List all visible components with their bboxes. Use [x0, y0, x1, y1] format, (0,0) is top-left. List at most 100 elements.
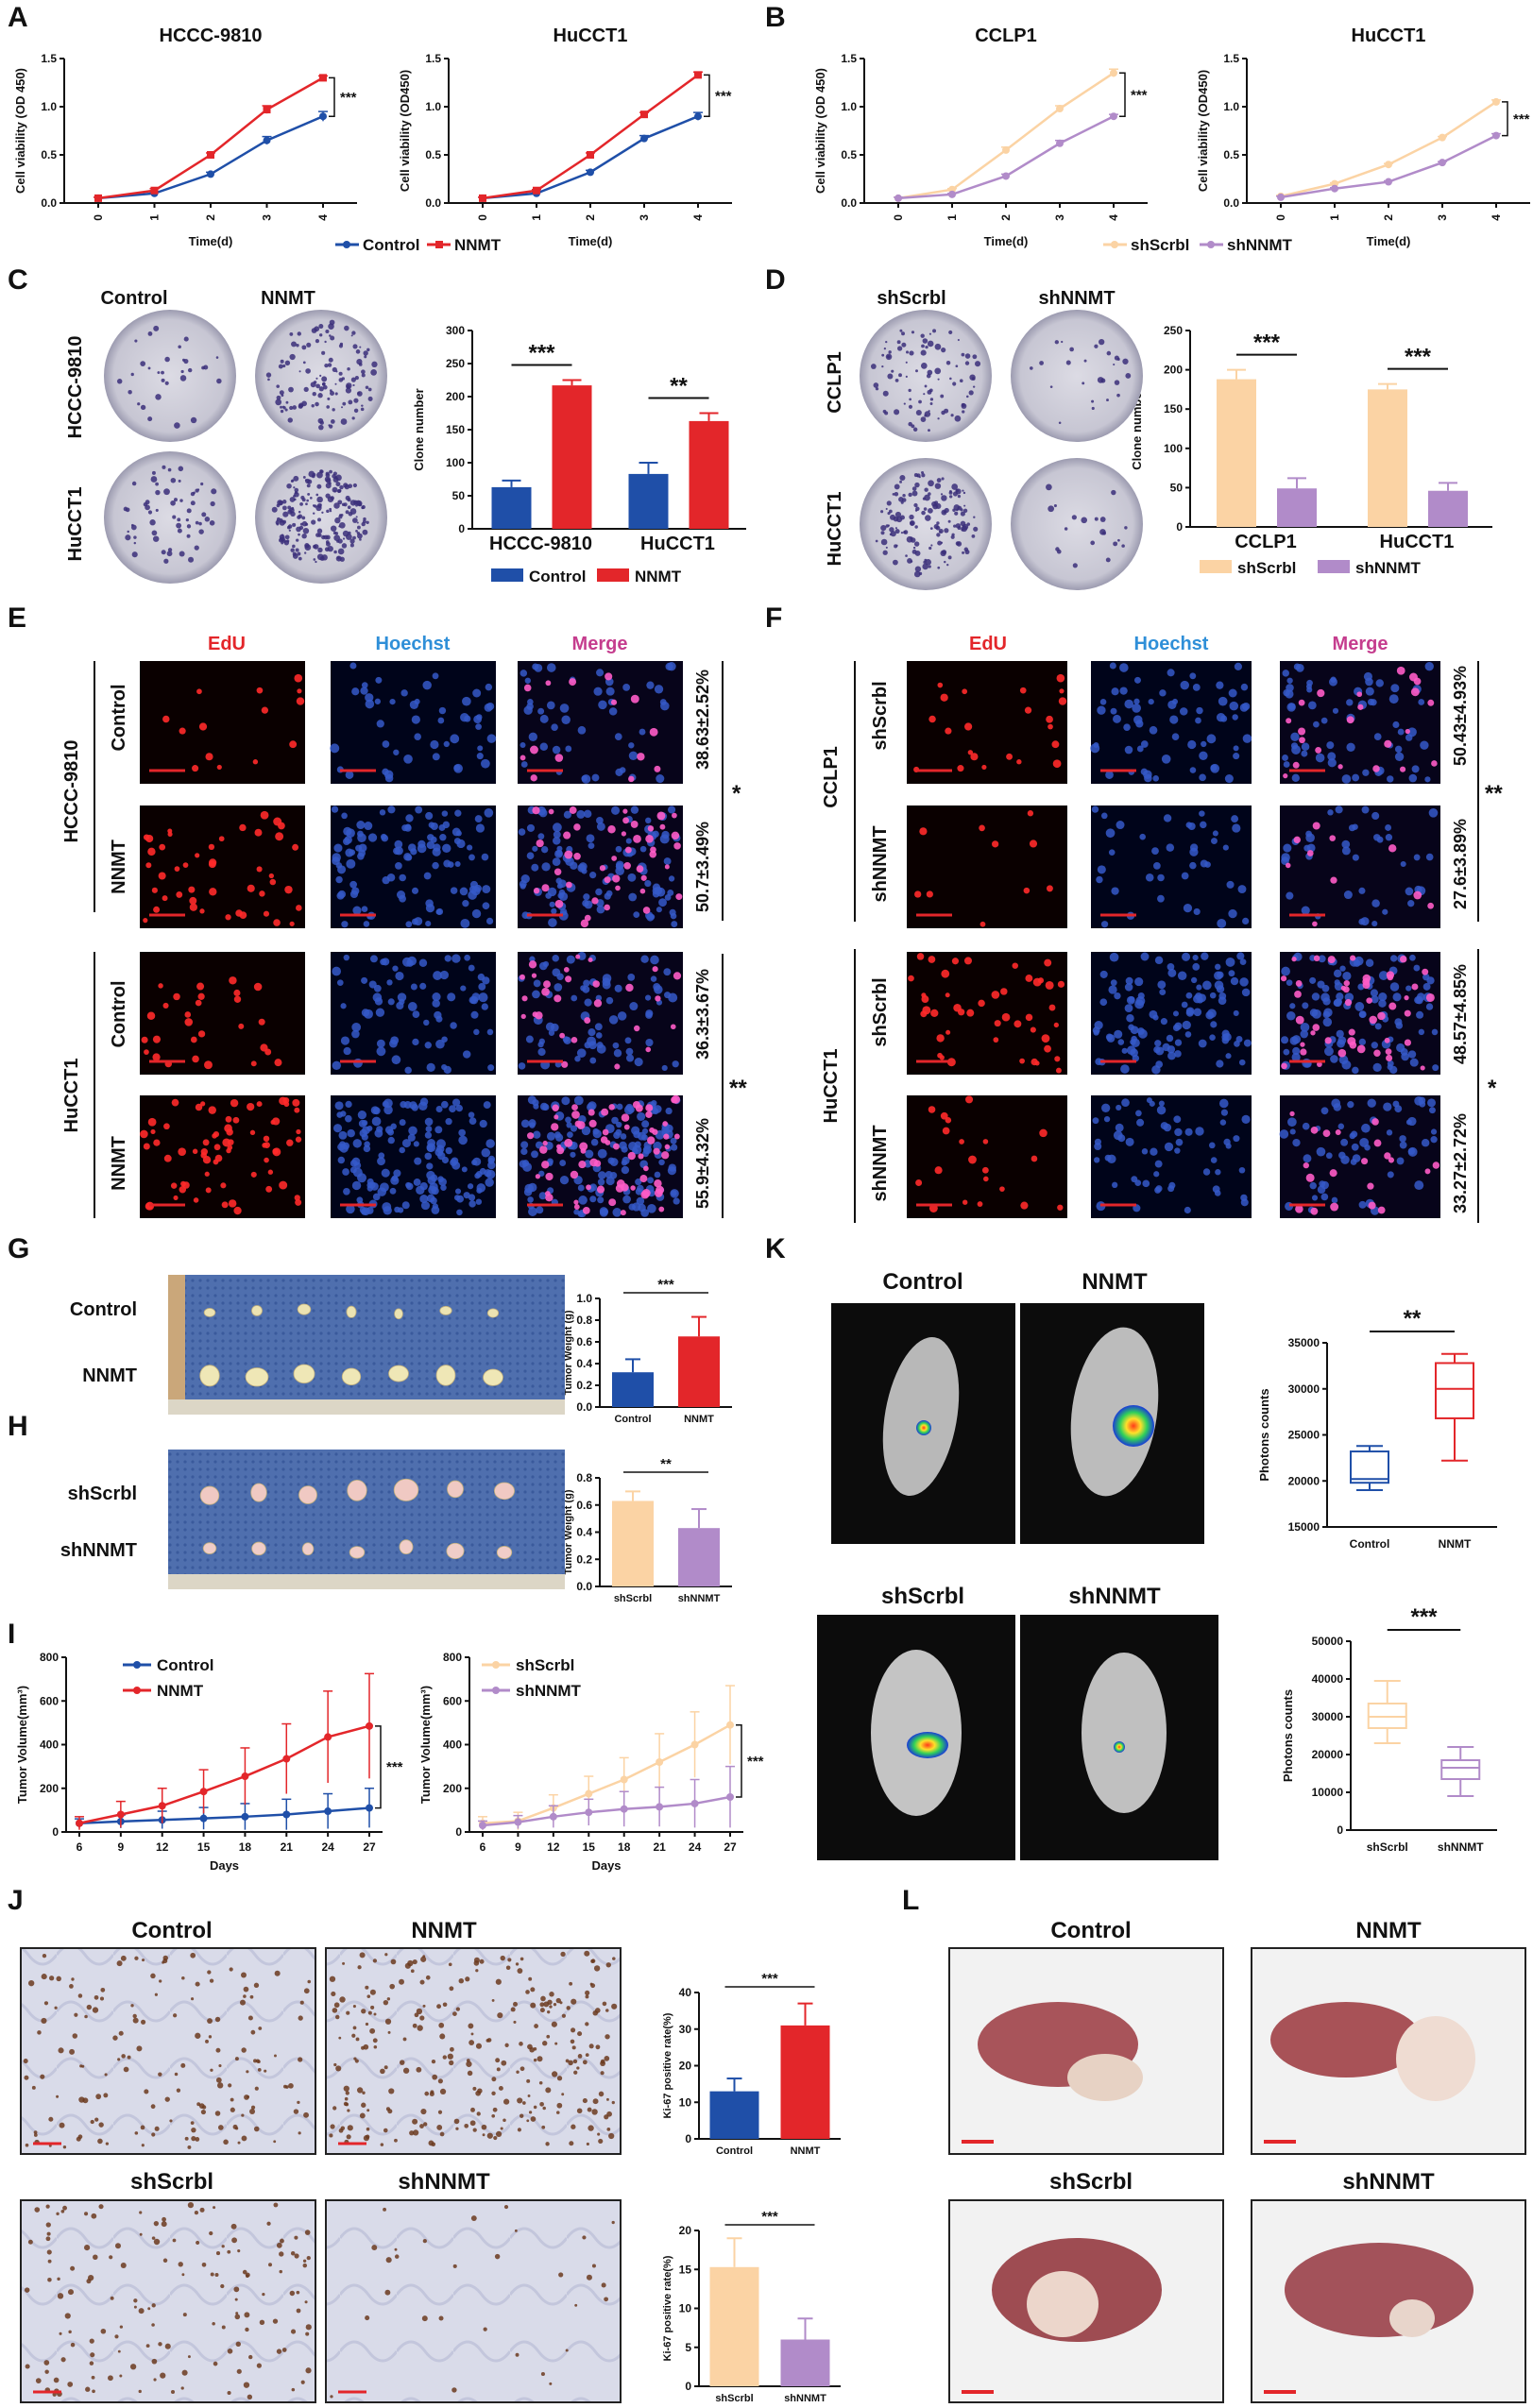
A1-xtick-label-3: 3 [261, 214, 274, 221]
I1-xtick-label-5: 21 [281, 1840, 294, 1854]
I1-xtick-label-1: 9 [118, 1840, 125, 1854]
panel-E-pct-3: 36.3±3.67% [693, 969, 712, 1060]
C-ytick-label-2: 100 [446, 456, 465, 469]
panelF-image-r2-c0 [907, 952, 1067, 1075]
A2-series-1-point-0 [479, 194, 486, 202]
panelF-image-r0-c0 [907, 661, 1067, 784]
panelE-image-r1-c0 [140, 805, 305, 928]
I1-ylabel: Tumor Volume(mm³) [15, 1686, 29, 1804]
I2-xtick-label-4: 18 [618, 1840, 631, 1854]
panel-K-title-control: Control [882, 1269, 962, 1295]
D-ytick-label-5: 250 [1164, 324, 1183, 337]
K1-sig: ** [1404, 1306, 1422, 1331]
panel-C-row-hccc: HCCC-9810 [65, 336, 86, 439]
panelF-image-r1-c2 [1280, 805, 1440, 928]
I1-series-1-line [78, 1724, 370, 1824]
A2-series-0-point-4 [694, 112, 702, 121]
legend-I-nnmt: NNMT [157, 1682, 204, 1700]
panel-G-row-nnmt: NNMT [82, 1365, 137, 1386]
panel-label-B: B [765, 2, 786, 33]
H-ytick-label-2: 0.4 [576, 1526, 592, 1539]
panel-label-D: D [765, 264, 786, 296]
B2-xlabel: Time(d) [1367, 234, 1411, 248]
H-ytick-label-0: 0.0 [576, 1580, 592, 1593]
A2-xtick-label-3: 3 [638, 214, 651, 221]
K1-category-1: NNMT [1439, 1537, 1472, 1551]
J2-ytick-label-4: 20 [679, 2224, 692, 2237]
G-category-0: Control [614, 1414, 651, 1425]
panel-label-J: J [8, 1885, 24, 1916]
panel-F-sig-1: ** [1485, 781, 1503, 806]
K2-category-0: shScrbl [1367, 1840, 1408, 1854]
A2-ytick-label-2: 1.0 [425, 100, 441, 113]
I2-ylabel: Tumor Volume(mm³) [418, 1686, 433, 1804]
A2-ytick-label-3: 1.5 [425, 52, 441, 65]
B2-ytick-label-1: 0.5 [1223, 148, 1239, 161]
panel-E-sig-1: * [732, 781, 741, 806]
B1-series-1-point-1 [948, 190, 956, 198]
panel-D-col-shscrbl: shScrbl [877, 288, 945, 309]
D-ytick-label-2: 100 [1164, 442, 1183, 455]
panel-C-row-hucct1: HuCCT1 [65, 487, 86, 562]
panel-E-row-1: Control [109, 684, 129, 751]
legend-B-shscrbl: shScrbl [1131, 236, 1189, 254]
B2-series-1-point-3 [1439, 159, 1446, 167]
I1-xtick-label-4: 18 [239, 1840, 252, 1854]
panelE-image-r1-c1 [331, 805, 496, 928]
chart-B1: 0.0 0.5 1.0 1.5 0 1 2 3 4 CCLP1 Time(d) Cell viabil… [813, 25, 1148, 248]
panelF-image-r0-c2 [1280, 661, 1440, 784]
J2-ytick-label-1: 5 [685, 2341, 691, 2354]
I2-ytick-label-1: 200 [443, 1782, 462, 1795]
I2-series-1-point-3 [585, 1808, 593, 1817]
K2-ytick-label-2: 20000 [1312, 1748, 1344, 1761]
B2-xtick-label-0: 0 [1274, 214, 1287, 221]
I2-series-0-point-6 [690, 1740, 699, 1749]
panel-L-images: Control NNMT shScrbl shNNMT [948, 1918, 1526, 2403]
A2-xtick-label-4: 4 [691, 214, 705, 221]
I1-series-0-point-4 [241, 1812, 249, 1821]
B2-xtick-label-2: 2 [1382, 214, 1395, 221]
B2-ytick-label-0: 0.0 [1223, 196, 1239, 210]
panel-F-group-cclp1: CCLP1 [821, 746, 842, 808]
I2-series-1-point-5 [656, 1803, 664, 1811]
I2-xtick-label-7: 27 [724, 1840, 737, 1854]
panel-L-title-nnmt: NNMT [1355, 1918, 1422, 1943]
panel-E-channel-merge: Merge [572, 634, 628, 654]
I1-series-1-point-3 [199, 1788, 208, 1796]
I1-series-1-point-4 [241, 1772, 249, 1781]
B2-sig-bracket [1502, 101, 1508, 137]
B1-xtick-label-3: 3 [1053, 214, 1066, 221]
panel-E-channel-edu: EdU [208, 634, 246, 654]
panelE-image-r2-c1 [331, 952, 496, 1075]
B2-series-0-point-3 [1439, 133, 1446, 142]
panel-D-images: shScrbl shNNMT CCLP1 HuCCT1 [825, 288, 1143, 590]
panel-J-title-control: Control [131, 1918, 212, 1943]
panel-F-pct-1: 50.43±4.93% [1451, 666, 1470, 766]
charts-layer: 0.0 0.5 1.0 1.5 0 1 2 3 4 HCCC-9810 Time(d) Cell vi… [13, 25, 1530, 2404]
I1-xtick-label-6: 24 [321, 1840, 334, 1854]
K1-box-0 [1350, 1450, 1389, 1484]
K1-ytick-label-0: 15000 [1288, 1520, 1320, 1534]
C-bar-1-1 [689, 420, 729, 529]
G-ytick-label-2: 0.4 [576, 1357, 592, 1370]
G-ytick-label-4: 0.8 [576, 1314, 592, 1327]
C-bar-0-1 [628, 473, 669, 529]
chart-I2: 0 200 400 600 800 6 9 12 15 18 21 24 27 Days Tumor Vol… [418, 1651, 764, 1873]
B2-series-1-point-4 [1492, 131, 1500, 140]
panel-F-channel-hoechst: Hoechst [1134, 634, 1209, 654]
J2-ytick-label-0: 0 [685, 2380, 691, 2393]
I1-series-1-point-2 [158, 1802, 166, 1810]
I1-series-1-point-1 [116, 1810, 125, 1819]
C-ytick-label-1: 50 [452, 489, 466, 502]
panelF-image-r0-c1 [1090, 661, 1252, 784]
G-ytick-label-3: 0.6 [576, 1335, 592, 1348]
A1-series-0-point-3 [263, 136, 271, 144]
B1-xlabel: Time(d) [984, 234, 1029, 248]
panel-F-row-3: shScrbl [870, 977, 891, 1046]
A2-xtick-label-0: 0 [476, 214, 489, 221]
B1-xtick-label-1: 1 [945, 214, 959, 221]
A1-ylabel: Cell viability (OD 450) [13, 68, 27, 194]
I1-series-0-point-3 [199, 1814, 208, 1823]
